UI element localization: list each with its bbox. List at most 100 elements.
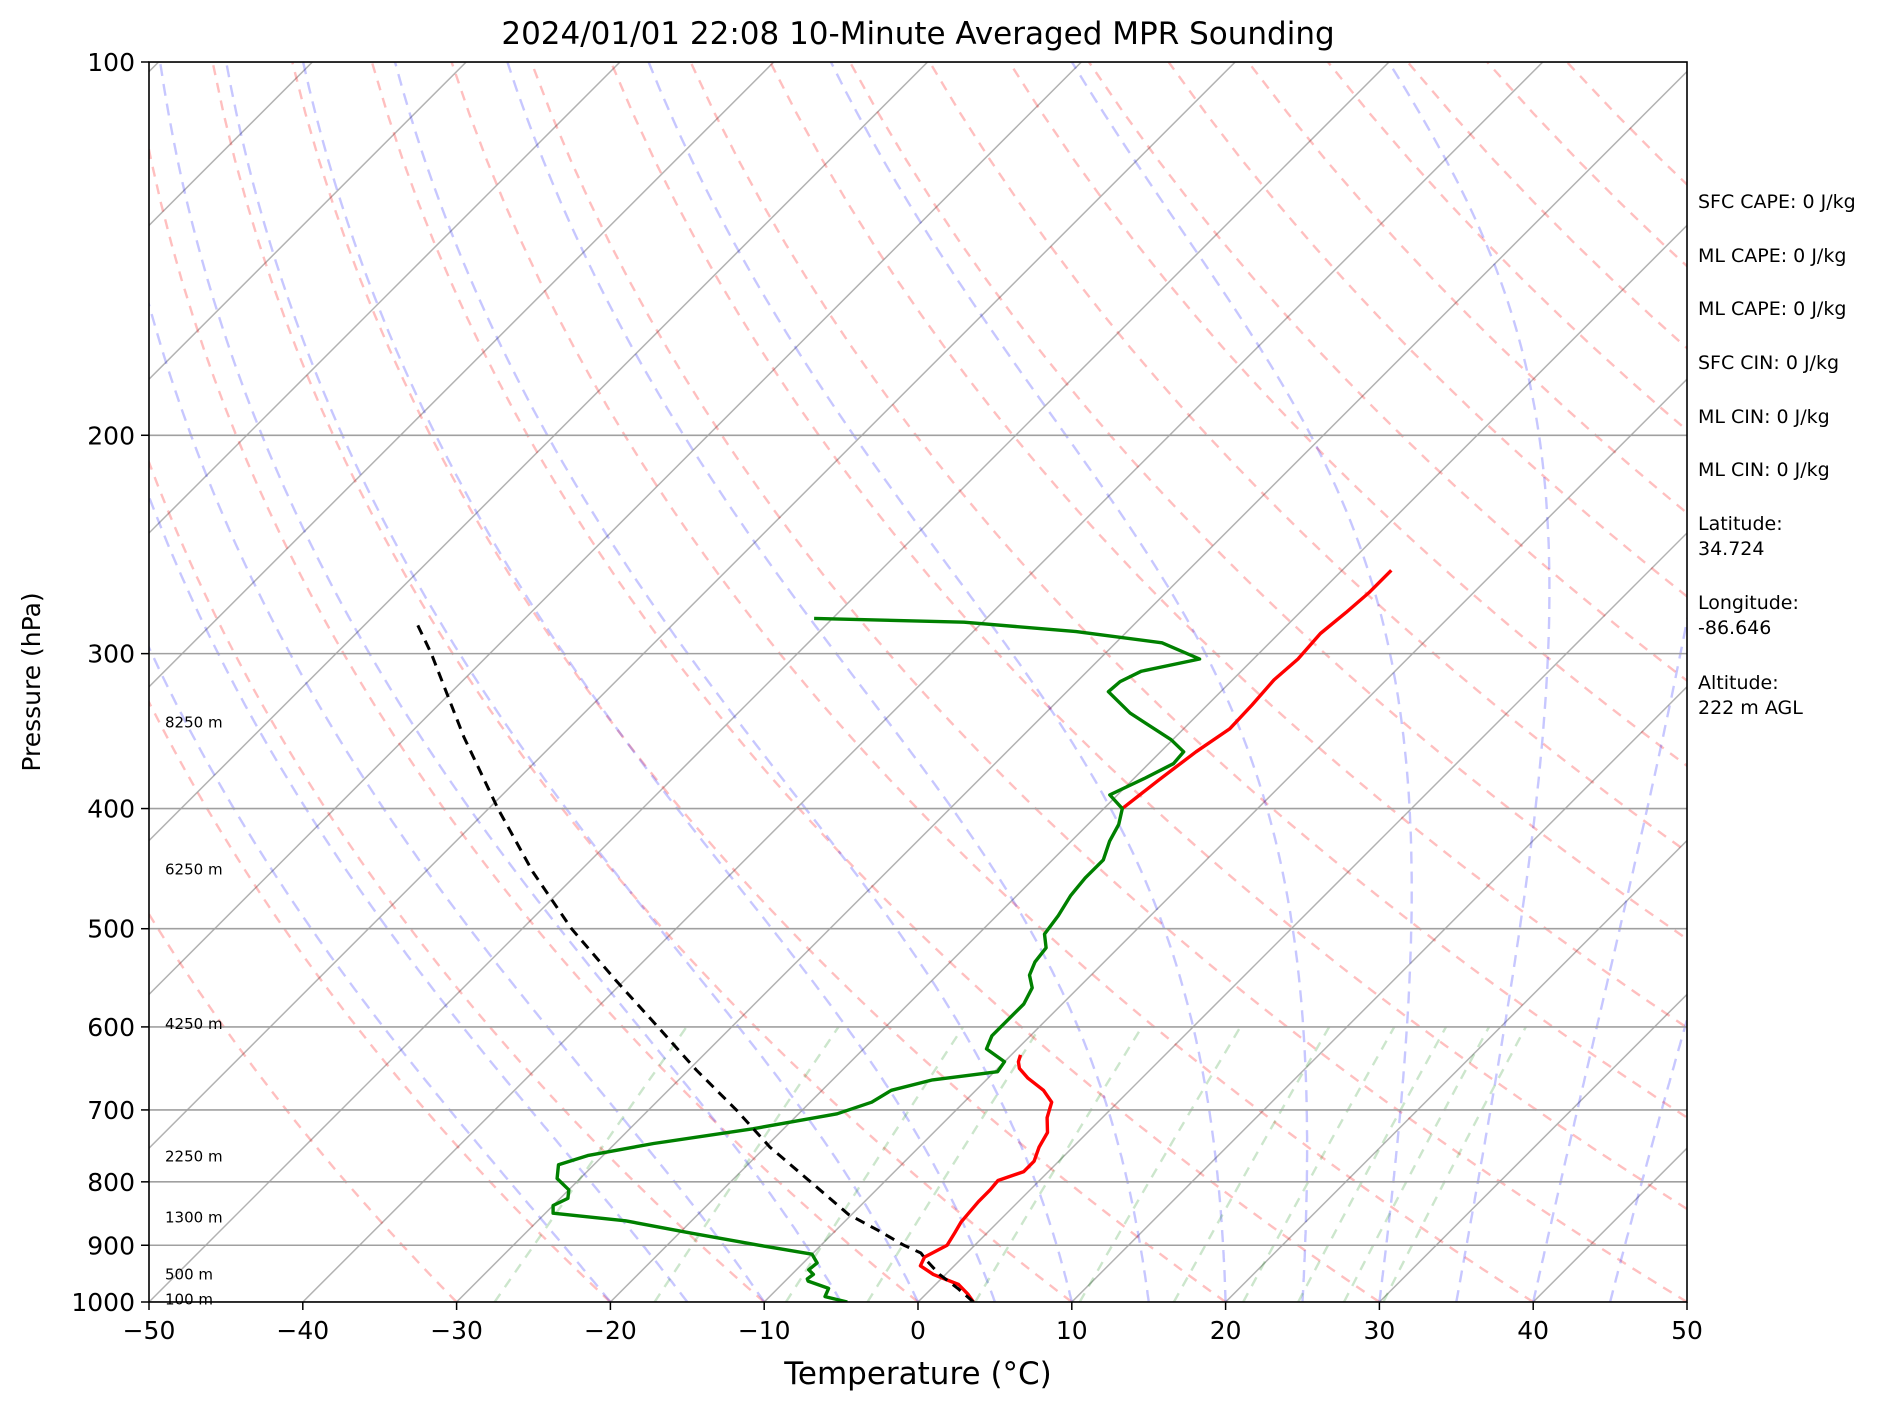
height-label: 500 m — [165, 1265, 213, 1283]
dry-adiabat-line — [149, 143, 919, 1302]
dry-adiabat-line — [291, 62, 1227, 1302]
height-label: 8250 m — [165, 714, 223, 732]
dry-adiabat-line — [609, 62, 1687, 1211]
dry-adiabat-line — [149, 458, 765, 1302]
mixing-ratio-line — [784, 1026, 965, 1302]
dry-adiabat-line — [211, 62, 1073, 1302]
y-tick-label: 800 — [87, 1168, 135, 1197]
mixing-ratio-line — [653, 1026, 840, 1302]
isotherm-line — [149, 62, 775, 688]
moist-adiabat-line — [647, 62, 1227, 1302]
y-tick-label: 500 — [87, 915, 135, 944]
longitude-label: Longitude: — [1698, 592, 1799, 614]
moist-adiabat-line — [393, 62, 1073, 1302]
profile-lines — [414, 569, 1393, 1302]
x-axis-ticks: −50 −40 −30 −20 −10 0 10 20 30 40 50 — [123, 1302, 1703, 1345]
isotherm-line — [609, 224, 1687, 1302]
dry-adiabat-line — [848, 62, 1687, 941]
x-tick-label: −10 — [738, 1316, 791, 1345]
isotherm-line — [1225, 839, 1687, 1302]
x-tick-label: 20 — [1210, 1316, 1242, 1345]
ml-cin-text-2: ML CIN: 0 J/kg — [1698, 459, 1830, 481]
y-tick-label: 300 — [87, 640, 135, 669]
latitude-value: 34.724 — [1698, 538, 1765, 560]
sfc-cape-text: SFC CAPE: 0 J/kg — [1698, 191, 1856, 213]
temperature-line — [918, 1054, 1054, 1302]
isotherm-line — [149, 62, 1236, 1150]
x-tick-label: 40 — [1517, 1316, 1549, 1345]
altitude-label: Altitude: — [1698, 672, 1779, 694]
height-label: 6250 m — [165, 861, 223, 879]
parcel-line — [414, 619, 975, 1302]
mixing-ratio-line — [1242, 1026, 1396, 1302]
x-tick-label: −50 — [123, 1316, 176, 1345]
dry-adiabat-line — [450, 62, 1534, 1302]
x-tick-label: 30 — [1363, 1316, 1395, 1345]
mixing-ratio-line — [974, 1026, 1143, 1302]
x-tick-label: −30 — [430, 1316, 483, 1345]
isotherm-line — [763, 378, 1687, 1302]
isotherm-line — [456, 70, 1687, 1302]
plot-frame — [148, 61, 1688, 1303]
sfc-cin-text: SFC CIN: 0 J/kg — [1698, 352, 1840, 374]
isotherm-line — [149, 62, 1390, 1302]
dry-adiabat-line — [689, 62, 1687, 1119]
moist-adiabat-line — [1387, 62, 1551, 1302]
mixing-ratio-line — [1382, 1026, 1527, 1302]
isotherm-line — [149, 62, 1082, 996]
ml-cin-text: ML CIN: 0 J/kg — [1698, 406, 1830, 428]
moist-adiabat-line — [829, 62, 1309, 1302]
y-axis-label: Pressure (hPa) — [17, 592, 46, 771]
dry-adiabat-line — [1087, 62, 1687, 683]
chart-title: 2024/01/01 22:08 10-Minute Averaged MPR … — [501, 16, 1334, 52]
x-tick-label: −40 — [276, 1316, 329, 1345]
moist-adiabat-line — [225, 62, 920, 1302]
moist-adiabat-line — [158, 62, 843, 1302]
dry-adiabat-line — [530, 62, 1687, 1302]
y-tick-label: 600 — [87, 1013, 135, 1042]
moist-adiabat-line — [506, 62, 1150, 1302]
latitude-label: Latitude: — [1698, 513, 1783, 535]
longitude-value: -86.646 — [1698, 617, 1772, 639]
x-tick-label: −20 — [584, 1316, 637, 1345]
isotherm-line — [917, 531, 1687, 1302]
moist-adiabat-line — [1608, 1015, 1687, 1302]
moist-adiabat-line — [149, 493, 689, 1302]
background-lines — [149, 62, 1687, 1302]
isotherm-line — [149, 62, 621, 535]
mixing-ratio-line — [1172, 1026, 1331, 1302]
height-label: 4250 m — [165, 1015, 223, 1033]
y-tick-label: 900 — [87, 1231, 135, 1260]
isotherm-line — [302, 62, 1544, 1302]
x-axis-label: Temperature (°C) — [783, 1356, 1052, 1392]
mixing-ratio-line — [493, 1026, 688, 1302]
ml-cape-text-2: ML CAPE: 0 J/kg — [1698, 298, 1847, 320]
isotherm-line — [149, 62, 929, 842]
isotherm-line — [149, 62, 313, 227]
y-tick-label: 100 — [87, 48, 135, 77]
isotherm-line — [1071, 685, 1687, 1302]
mixing-ratio-line — [866, 1026, 1042, 1302]
y-axis-ticks: 100 200 300 400 500 600 700 800 900 1000 — [71, 48, 149, 1317]
x-tick-label: 0 — [910, 1316, 926, 1345]
y-tick-label: 700 — [87, 1096, 135, 1125]
moist-adiabat-line — [1070, 62, 1413, 1302]
altitude-value: 222 m AGL — [1698, 697, 1803, 719]
dry-adiabat-line — [370, 62, 1381, 1302]
height-label: 2250 m — [165, 1147, 223, 1165]
dewpoint-line — [551, 616, 1202, 1302]
moist-adiabat-line — [301, 62, 997, 1302]
moist-adiabat-line — [1532, 614, 1687, 1302]
isotherm-line — [1378, 993, 1687, 1302]
y-tick-label: 400 — [87, 795, 135, 824]
ml-cape-text: ML CAPE: 0 J/kg — [1698, 245, 1847, 267]
y-tick-label: 1000 — [71, 1288, 135, 1317]
dry-adiabat-line — [149, 699, 612, 1302]
mixing-ratio-line — [1342, 1026, 1491, 1302]
isobars — [149, 62, 1687, 1302]
dry-adiabat-line — [149, 911, 458, 1302]
height-label: 1300 m — [165, 1209, 223, 1227]
moist-adiabat-line — [149, 300, 766, 1302]
x-tick-label: 50 — [1671, 1316, 1703, 1345]
